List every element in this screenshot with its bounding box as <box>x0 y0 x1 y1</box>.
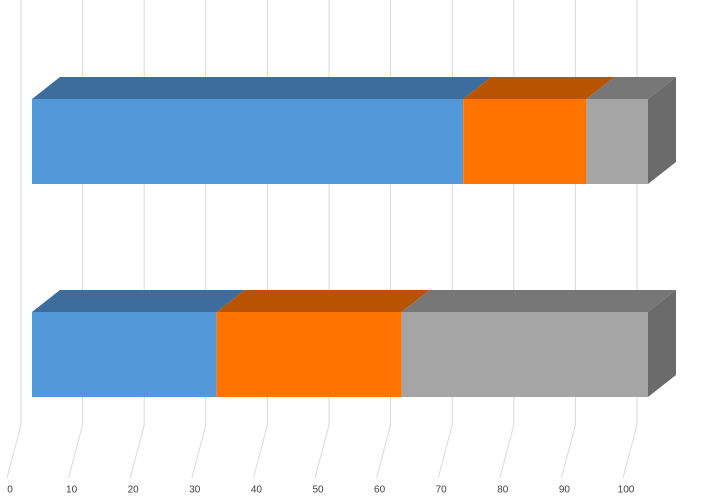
bar <box>586 99 648 184</box>
bar-top <box>463 77 615 99</box>
x-tick-label: 20 <box>128 485 140 496</box>
x-tick-label: 50 <box>312 485 324 496</box>
grid-line <box>560 424 576 479</box>
x-tick-label: 0 <box>7 485 13 496</box>
grid-line <box>314 424 330 479</box>
grid-line <box>252 424 268 479</box>
bar-top <box>32 290 245 312</box>
grid-line <box>191 424 207 479</box>
x-tick-label: 10 <box>66 485 78 496</box>
bar-top <box>216 290 430 312</box>
x-tick-label: 100 <box>618 485 635 496</box>
x-tick-label: 60 <box>374 485 386 496</box>
x-tick-label: 80 <box>497 485 509 496</box>
grid-line <box>622 424 638 479</box>
x-tick-label: 90 <box>559 485 571 496</box>
grid-line <box>499 424 515 479</box>
bar <box>463 99 587 184</box>
bar-side <box>648 290 676 397</box>
x-tick-label: 30 <box>189 485 201 496</box>
bar-top <box>401 290 676 312</box>
bar <box>401 312 648 397</box>
x-tick-label: 70 <box>436 485 448 496</box>
bar-side <box>648 77 676 184</box>
grid-line <box>376 424 392 479</box>
bar <box>32 312 217 397</box>
bar <box>216 312 402 397</box>
bar-top <box>586 77 676 99</box>
grid-line <box>6 424 22 479</box>
grid-line <box>129 424 145 479</box>
x-tick-label: 40 <box>251 485 263 496</box>
bar-top <box>32 77 492 99</box>
grid-line <box>437 424 453 479</box>
grid-line <box>68 424 84 479</box>
bar <box>32 99 464 184</box>
